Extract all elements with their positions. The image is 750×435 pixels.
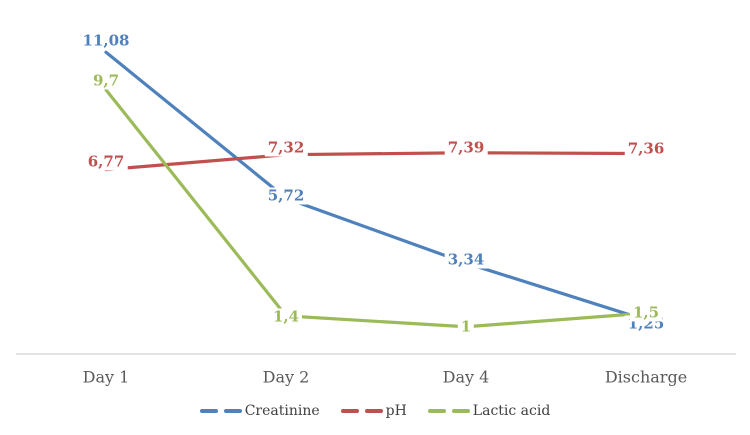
- series-line-ph: [104, 151, 648, 172]
- legend-line-sample-icon: [199, 409, 218, 413]
- legend-line-sample-icon: [364, 409, 383, 413]
- legend-line-sample-icon: [451, 409, 470, 413]
- legend-label: Lactic acid: [472, 403, 551, 419]
- legend-line-sample-icon: [223, 409, 242, 413]
- legend-line-sample-icon: [427, 409, 446, 413]
- series-line-creatinine: [104, 50, 648, 322]
- legend-item-lactic-acid: Lactic acid: [427, 403, 551, 419]
- legend-line-sample-icon: [340, 409, 359, 413]
- legend-label: pH: [385, 403, 407, 419]
- legend-item-creatinine: Creatinine: [199, 403, 320, 419]
- series-line-lactic-acid: [104, 88, 648, 329]
- legend: Creatinine pH Lactic acid: [0, 403, 750, 419]
- legend-item-ph: pH: [340, 403, 407, 419]
- legend-label: Creatinine: [244, 403, 320, 419]
